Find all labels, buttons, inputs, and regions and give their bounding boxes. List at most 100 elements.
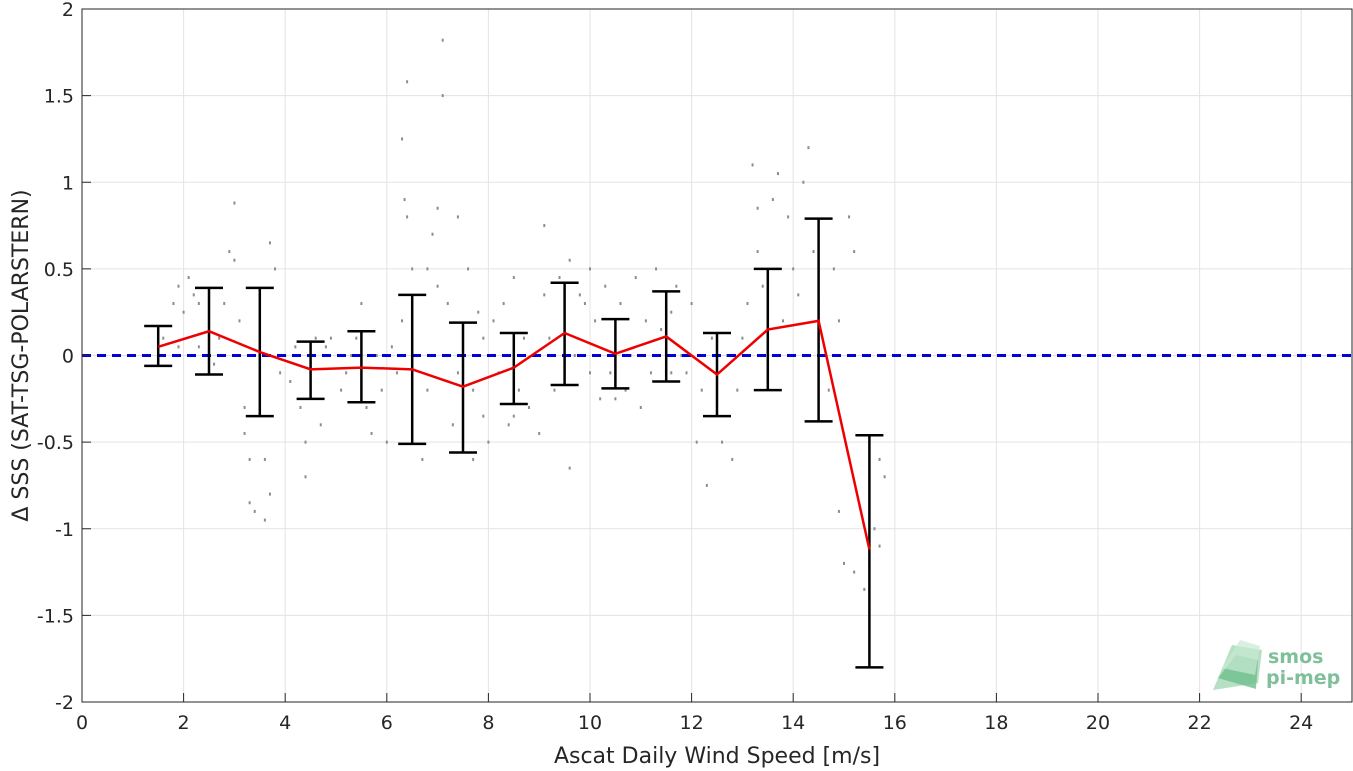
scatter-point	[426, 388, 429, 392]
scatter-point	[390, 345, 393, 349]
scatter-point	[253, 509, 256, 513]
scatter-point	[878, 457, 881, 461]
scatter-point	[619, 302, 622, 306]
scatter-point	[655, 267, 658, 271]
scatter-point	[578, 293, 581, 297]
scatter-point	[680, 354, 683, 357]
scatter-point	[340, 388, 343, 392]
scatter-point	[436, 284, 439, 288]
scatter-point	[761, 284, 764, 288]
scatter-point	[741, 336, 744, 340]
scatter-point	[192, 293, 195, 297]
scatter-point	[395, 371, 398, 375]
scatter-point	[411, 267, 414, 271]
error-bar	[855, 433, 884, 669]
scatter-point	[385, 440, 388, 444]
scatter-point	[472, 388, 475, 392]
scatter-point	[705, 483, 708, 487]
scatter-point	[365, 405, 368, 409]
x-tick-label: 8	[482, 712, 494, 734]
scatter-point	[268, 492, 271, 496]
scatter-point	[538, 431, 541, 435]
scatter-point	[177, 284, 180, 288]
x-tick-label: 6	[381, 712, 393, 734]
scatter-point	[162, 336, 165, 340]
scatter-point	[594, 319, 597, 323]
scatter-point	[472, 457, 475, 461]
scatter-point	[197, 345, 200, 349]
scatter-point	[248, 457, 251, 461]
scatter-point	[568, 466, 571, 470]
scatter-point	[512, 276, 515, 280]
scatter-point	[263, 457, 266, 461]
scatter-point	[660, 328, 663, 332]
scatter-point	[670, 371, 673, 375]
scatter-point	[436, 206, 439, 210]
scatter-point	[482, 336, 485, 340]
scatter-point	[731, 457, 734, 461]
scatter-point	[639, 405, 642, 409]
y-axis-ticks: -2 -1.5 -1 -0.5 0 0.5 1 1.5 2	[37, 0, 91, 714]
scatter-point	[599, 397, 602, 401]
scatter-point	[644, 319, 647, 323]
scatter-point	[477, 310, 480, 314]
scatter-point	[279, 371, 282, 375]
x-tick-label: 12	[680, 712, 704, 734]
scatter-point	[589, 267, 591, 271]
y-tick-label: 0	[62, 346, 74, 368]
scatter-point	[522, 336, 525, 340]
scatter-point	[873, 527, 876, 531]
scatter-point	[863, 587, 866, 591]
scatter-point	[177, 345, 180, 349]
scatter-point	[350, 354, 353, 357]
mean-line	[157, 319, 871, 550]
scatter-point	[268, 241, 271, 245]
scatter-point	[345, 371, 348, 375]
scatter-point	[512, 414, 515, 418]
scatter-point	[721, 440, 724, 444]
scatter-point	[517, 388, 520, 392]
scatter-point	[507, 423, 510, 427]
scatter-point	[568, 258, 571, 262]
scatter-point	[843, 561, 845, 565]
scatter-point	[543, 224, 546, 228]
scatter-point	[771, 198, 774, 202]
scatter-point	[609, 371, 612, 375]
scatter-point	[324, 345, 327, 349]
scatter-point	[182, 310, 185, 314]
scatter-point	[802, 180, 805, 184]
scatter-point	[187, 276, 190, 280]
x-tick-label: 4	[279, 712, 291, 734]
scatter-point	[700, 388, 703, 392]
scatter-point	[792, 267, 795, 271]
scatter-point	[614, 397, 617, 401]
scatter-point	[421, 457, 424, 461]
scatter-point	[528, 405, 531, 409]
x-tick-label: 2	[178, 712, 190, 734]
scatter-point	[553, 388, 556, 392]
scatter-point	[837, 319, 840, 323]
scatter-point	[797, 293, 800, 297]
scatter-point	[304, 475, 307, 479]
scatter-point	[375, 354, 378, 357]
x-tick-label: 14	[781, 712, 805, 734]
error-bars	[144, 217, 884, 669]
scatter-point	[492, 319, 495, 323]
scatter-point	[360, 302, 363, 306]
scatter-point	[832, 267, 835, 271]
scatter-point	[441, 38, 444, 42]
y-tick-label: -1.5	[37, 605, 74, 627]
scatter-point	[456, 371, 459, 375]
x-tick-label: 20	[1086, 712, 1110, 734]
scatter-point	[624, 388, 627, 392]
scatter-point	[710, 336, 713, 340]
scatter-point	[172, 302, 175, 306]
scatter-point	[401, 319, 404, 323]
scatter-point	[403, 198, 406, 202]
scatter-point	[756, 206, 759, 210]
y-tick-label: 1.5	[44, 86, 74, 108]
scatter-point	[238, 319, 241, 323]
scatter-point	[223, 302, 226, 306]
scatter-point	[853, 570, 856, 574]
